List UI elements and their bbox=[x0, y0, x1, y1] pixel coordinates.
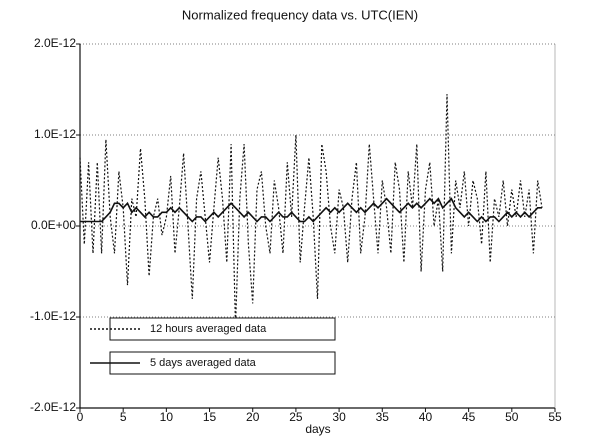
series-line bbox=[79, 94, 543, 327]
legend-label: 12 hours averaged data bbox=[150, 323, 267, 335]
chart-title: Normalized frequency data vs. UTC(IEN) bbox=[182, 7, 418, 22]
x-tick-label: 25 bbox=[289, 410, 303, 424]
legend-label: 5 days averaged data bbox=[150, 357, 257, 369]
x-tick-label: 35 bbox=[376, 410, 390, 424]
x-tick-label: 45 bbox=[462, 410, 476, 424]
x-tick-label: 30 bbox=[332, 410, 346, 424]
x-tick-label: 50 bbox=[505, 410, 519, 424]
x-tick-label: 10 bbox=[160, 410, 174, 424]
x-tick-label: 15 bbox=[203, 410, 217, 424]
x-axis-label: days bbox=[305, 422, 330, 436]
x-tick-label: 20 bbox=[246, 410, 260, 424]
y-tick-label: 2.0E-12 bbox=[34, 36, 76, 50]
x-tick-label: 5 bbox=[120, 410, 127, 424]
series-line bbox=[80, 197, 542, 223]
x-tick-label: 0 bbox=[77, 410, 84, 424]
y-tick-label: -1.0E-12 bbox=[30, 309, 76, 323]
y-tick-label: 1.0E-12 bbox=[34, 127, 76, 141]
y-tick-label: 0.0E+00 bbox=[31, 218, 76, 232]
x-tick-label: 40 bbox=[419, 410, 433, 424]
y-tick-label: -2.0E-12 bbox=[30, 400, 76, 414]
x-tick-label: 55 bbox=[548, 410, 562, 424]
